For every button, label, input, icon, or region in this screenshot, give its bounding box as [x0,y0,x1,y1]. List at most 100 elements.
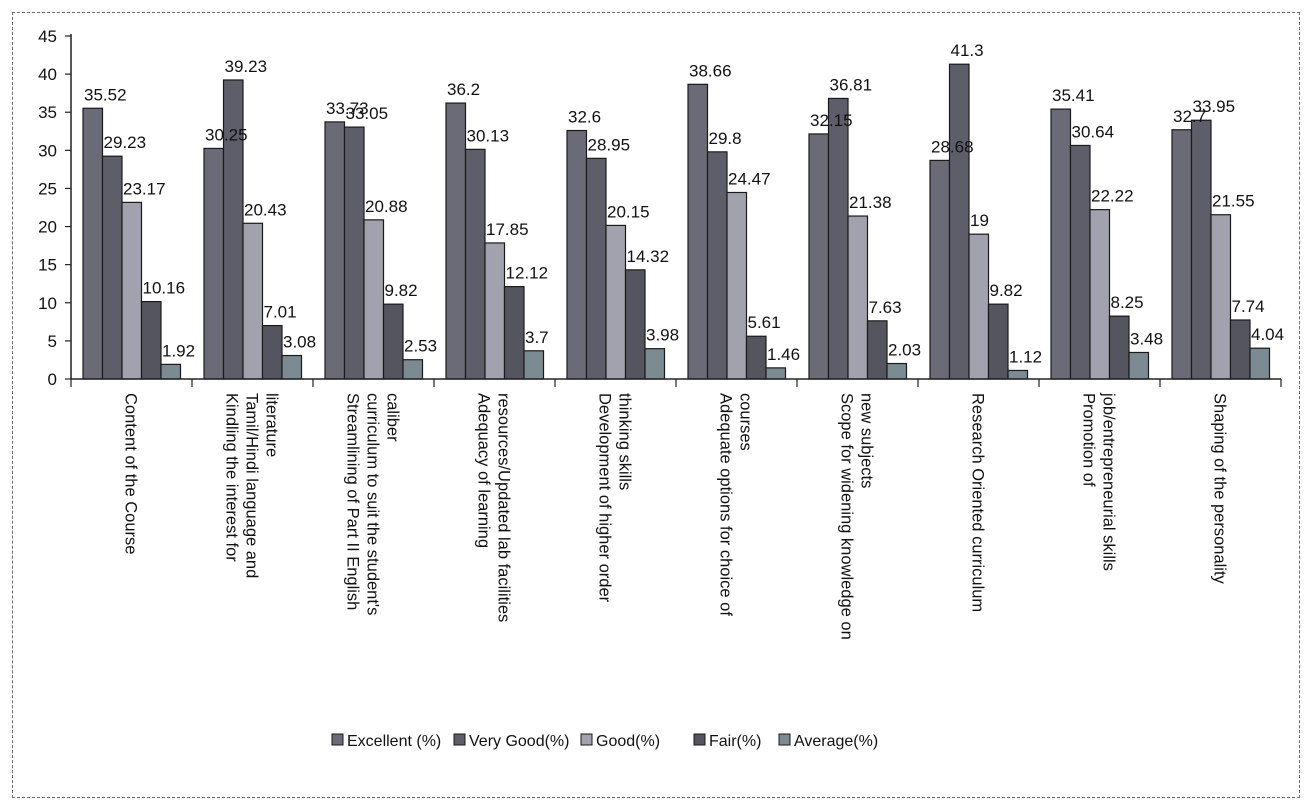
bar [382,303,404,380]
y-axis: 0 5 10 15 20 25 30 35 40 45 [38,27,72,389]
category-label-line: Promotion of [1080,393,1098,487]
data-label: 29.23 [104,133,147,152]
legend-swatch [580,733,593,746]
bar [948,63,970,380]
data-label: 21.55 [1212,192,1255,211]
bar [566,129,588,380]
data-label: 3.48 [1130,329,1163,348]
bar [242,222,264,380]
bar [585,157,607,380]
y-tick-label: 20 [38,218,57,237]
y-tick-label: 10 [38,294,57,313]
data-label: 19 [970,211,989,230]
x-axis [70,378,1282,387]
bar [1249,347,1271,380]
data-label: 10.16 [143,279,186,298]
category-label: Research Oriented curriculum [969,393,987,612]
bar [1229,319,1251,380]
y-tick-label: 15 [38,256,57,275]
y-tick-label: 0 [48,370,57,389]
data-label: 7.74 [1232,297,1265,316]
category-label-line: new subjects [858,393,876,488]
data-label: 32.7 [1173,107,1206,126]
bar [203,147,225,380]
bar [1171,129,1193,380]
y-tick-label: 35 [38,103,57,122]
data-label: 14.32 [627,247,670,266]
data-label: 12.12 [506,264,549,283]
bar-series-group [82,63,1271,380]
data-label: 17.85 [486,220,529,239]
bar [503,286,525,380]
data-label: 29.8 [709,129,742,148]
data-label: 22.22 [1091,187,1134,206]
category-labels: Content of the Course Kindling the intere… [122,392,1229,640]
bar [644,348,666,380]
legend-swatch [693,733,706,746]
data-label: 23.17 [123,179,166,198]
bar [624,269,646,380]
category-label-line: Adequacy of learning [475,393,493,548]
data-label: 20.15 [607,202,650,221]
data-label: 2.53 [404,337,437,356]
data-labels: 35.52 30.25 33.73 36.2 32.6 38.66 32.15 28.68 35… [84,41,1284,366]
category-label: Adequacy of learning resources/Updated la… [475,393,513,622]
bar [1069,144,1091,380]
bar [343,126,365,380]
category-label-line: literature [263,393,281,457]
category-label: Shaping of the personality [1211,393,1229,585]
legend-label: Average(%) [794,733,878,750]
category-label-line: thinking skills [616,393,634,490]
data-label: 30.13 [467,126,510,145]
bar [1210,214,1232,380]
category-label: Development of higher order thinking skil… [596,393,634,603]
y-tick-label: 40 [38,65,57,84]
bar [706,151,728,380]
bar [827,97,849,380]
bar [402,359,424,380]
bar [1089,209,1111,380]
data-label: 20.43 [244,200,287,219]
category-label: Promotion of job/entrepreneurial skills [1080,392,1118,571]
y-tick-label: 5 [48,332,57,351]
bar [687,83,709,380]
category-label-line: curriculum to suit the student's [364,393,382,615]
y-tick-label: 45 [38,27,57,46]
bar [605,224,627,380]
bar [1050,108,1072,380]
bar [261,324,283,380]
category-label: Adequate options for choice of courses [717,393,755,616]
data-label: 36.81 [830,75,873,94]
legend-label: Good(%) [596,733,660,750]
category-label-line: courses [737,393,755,451]
category-label-line: Streamlining of Part II English [344,393,362,610]
category-label-line: caliber [384,393,402,442]
bar [160,363,182,380]
data-label: 28.95 [588,135,631,154]
data-label: 30.25 [205,125,248,144]
y-tick-label: 30 [38,141,57,160]
data-label: 9.82 [990,281,1023,300]
bar [1108,315,1130,380]
bar [484,242,506,380]
data-label: 20.88 [365,197,408,216]
category-label-line: Shaping of the personality [1211,393,1229,585]
legend-swatch [331,733,344,746]
data-label: 7.01 [264,303,297,322]
data-label: 35.52 [84,85,127,104]
bar [1007,369,1029,380]
data-label: 3.98 [646,326,679,345]
legend-swatch [778,733,791,746]
data-label: 3.7 [525,328,549,347]
data-label: 39.23 [225,57,268,76]
data-label: 30.64 [1072,122,1115,141]
legend-label: Very Good(%) [469,733,569,750]
data-label: 3.08 [283,333,316,352]
bar [140,300,162,380]
data-label: 1.12 [1009,347,1042,366]
legend-label: Excellent (%) [347,733,441,750]
category-label-line: Content of the Course [122,393,140,554]
category-label-line: Adequate options for choice of [717,393,735,616]
data-label: 36.2 [447,80,480,99]
data-label: 32.15 [810,111,853,130]
